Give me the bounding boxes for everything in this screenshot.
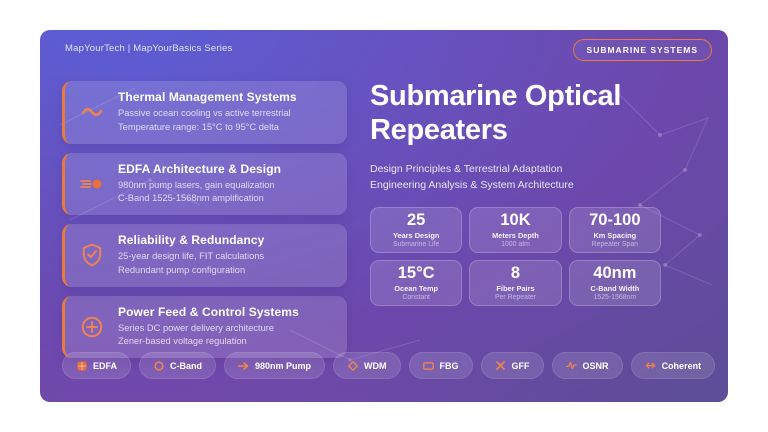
stat-value: 70-100	[589, 210, 641, 229]
page-subtitle-line2: Engineering Analysis & System Architectu…	[370, 179, 574, 192]
card-description: Temperature range: 15°C to 95°C delta	[118, 121, 279, 132]
tag-gff: GFF	[480, 352, 544, 379]
stat-card-cband-width: 40nm C-Band Width 1525-1568nm	[568, 260, 661, 306]
card-title: Thermal Management Systems	[118, 90, 297, 104]
card-description: Passive ocean cooling vs active terrestr…	[118, 108, 291, 118]
wave-icon	[78, 98, 106, 126]
tag-wdm: WDM	[333, 352, 401, 379]
card-title: Reliability & Redundancy	[118, 233, 265, 247]
stat-label: Fiber Pairs	[496, 284, 535, 294]
stat-label: Years Design	[392, 231, 440, 241]
double-arrow-icon	[645, 360, 656, 371]
plus-circle-icon	[78, 313, 106, 341]
brand-text: MapYourTech | MapYourBasics Series	[65, 43, 233, 54]
tag-label: GFF	[511, 360, 530, 371]
tag-c-band: C-Band	[139, 352, 217, 379]
tag-label: EDFA	[93, 360, 118, 371]
circle-icon	[153, 360, 164, 371]
card-description: 980nm pump lasers, gain equalization	[118, 179, 275, 190]
stat-sublabel: 1525-1568nm	[593, 294, 637, 302]
stat-value: 15°C	[397, 263, 435, 282]
shield-check-icon	[78, 241, 106, 269]
hero-section: Submarine Optical Repeaters Design Princ…	[370, 80, 710, 193]
tag-label: FBG	[439, 360, 459, 371]
stat-sublabel: Repeater Span	[591, 241, 638, 249]
stat-card-fiber-pairs: 8 Fiber Pairs Per Repeater	[469, 260, 562, 306]
feature-card-edfa: EDFA Architecture & Design 980nm pump la…	[62, 152, 347, 215]
stat-sublabel: 1000 atm	[501, 241, 530, 249]
stat-label: Ocean Temp	[394, 284, 439, 294]
card-description: Redundant pump configuration	[118, 264, 246, 275]
stat-value: 40nm	[593, 263, 637, 282]
keyword-tag-row: EDFA C-Band 980nm Pump	[62, 352, 716, 379]
page-title-line1: Submarine Optical	[370, 80, 622, 112]
feature-card-reliability: Reliability & Redundancy 25-year design …	[62, 224, 347, 287]
arrow-right-icon	[238, 360, 249, 371]
stats-grid: 25 Years Design Submarine Life 10K Meter…	[370, 207, 661, 306]
card-description: Series DC power delivery architecture	[118, 322, 275, 333]
tag-label: OSNR	[582, 360, 609, 371]
stat-card-depth: 10K Meters Depth 1000 atm	[469, 207, 562, 253]
diamond-icon	[347, 360, 358, 371]
stat-label: Km Spacing	[593, 231, 637, 241]
card-title: EDFA Architecture & Design	[118, 161, 282, 176]
stat-card-years: 25 Years Design Submarine Life	[370, 207, 463, 253]
page-title: Submarine Optical Repeaters	[370, 80, 710, 148]
page-title-line2: Repeaters	[370, 113, 508, 146]
stat-value: 8	[510, 263, 521, 282]
feature-card-list: Thermal Management Systems Passive ocean…	[62, 81, 347, 358]
tag-label: Coherent	[661, 360, 702, 371]
tag-fbg: FBG	[408, 352, 473, 379]
slide-canvas: MapYourTech | MapYourBasics Series SUBMA…	[40, 30, 728, 402]
feature-card-power: Power Feed & Control Systems Series DC p…	[62, 295, 347, 358]
stat-value: 10K	[500, 210, 531, 229]
tag-label: WDM	[364, 360, 387, 371]
tag-980nm-pump: 980nm Pump	[224, 352, 326, 379]
pulse-icon	[565, 360, 577, 371]
tag-label: C-Band	[170, 360, 203, 371]
stat-card-temp: 15°C Ocean Temp Constant	[370, 260, 463, 306]
card-description: C-Band 1525-1568nm amplification	[118, 193, 264, 204]
stat-card-spacing: 70-100 Km Spacing Repeater Span	[568, 207, 661, 253]
grid-icon	[76, 360, 87, 371]
stat-label: Meters Depth	[492, 231, 539, 241]
stat-sublabel: Constant	[402, 294, 430, 302]
stat-sublabel: Submarine Life	[392, 241, 440, 249]
tag-label: 980nm Pump	[255, 360, 312, 371]
stat-sublabel: Per Repeater	[495, 294, 536, 302]
page-subtitle: Design Principles & Terrestrial Adaptati…	[370, 161, 710, 194]
submarine-systems-badge: SUBMARINE SYSTEMS	[572, 39, 712, 61]
stat-value: 25	[406, 210, 426, 229]
page-subtitle-line1: Design Principles & Terrestrial Adaptati…	[370, 162, 563, 175]
card-description: Zener-based voltage regulation	[118, 336, 247, 347]
feature-card-thermal: Thermal Management Systems Passive ocean…	[62, 81, 347, 144]
stat-label: C-Band Width	[590, 284, 640, 294]
rectangle-icon	[422, 360, 434, 371]
x-icon	[495, 360, 506, 371]
tag-edfa: EDFA	[62, 352, 132, 379]
laser-beam-icon	[78, 170, 106, 198]
tag-coherent: Coherent	[630, 352, 716, 379]
tag-osnr: OSNR	[551, 352, 623, 379]
card-description: 25-year design life, FIT calculations	[118, 251, 265, 261]
card-title: Power Feed & Control Systems	[118, 304, 299, 319]
